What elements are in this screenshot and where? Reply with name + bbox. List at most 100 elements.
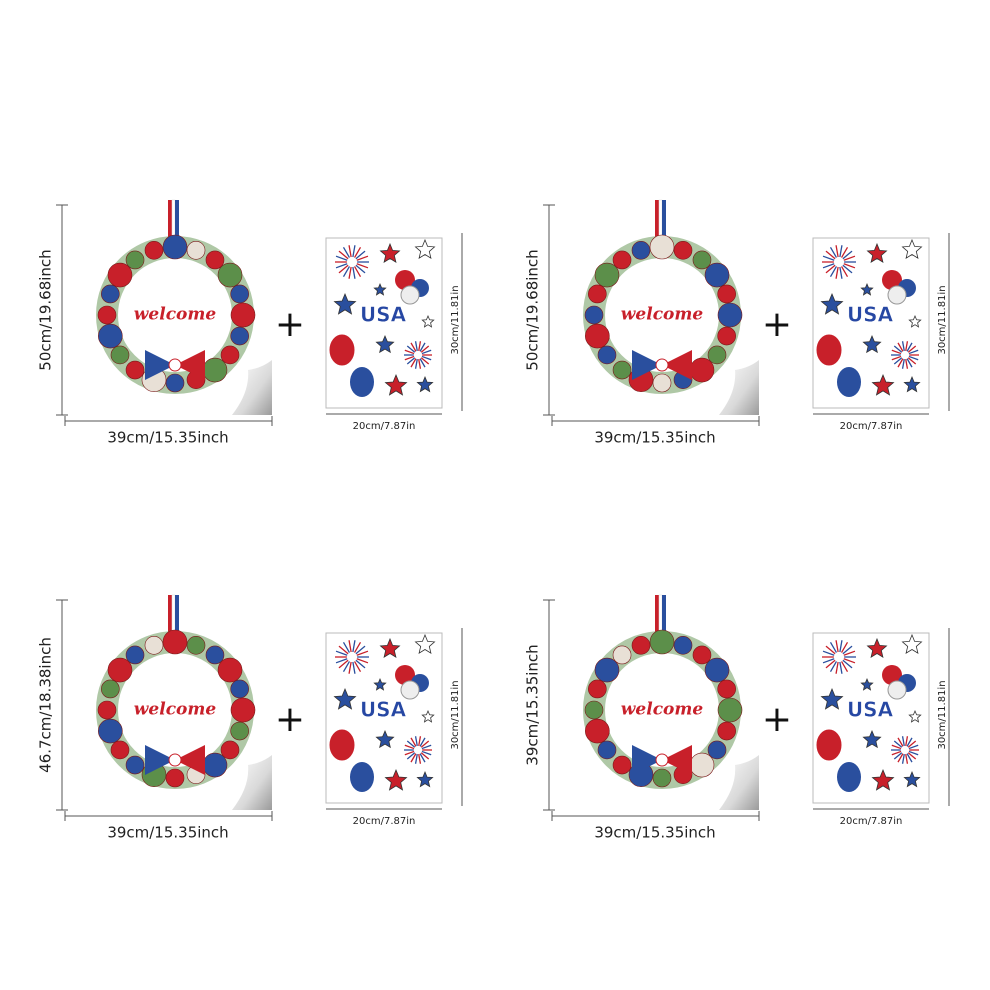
wreath-flower	[717, 697, 743, 723]
star	[421, 314, 435, 328]
balloon	[887, 285, 907, 305]
firework-ray	[842, 659, 853, 669]
wreath-flower	[101, 284, 120, 304]
page-curl	[232, 755, 272, 810]
wreath-flower	[125, 645, 145, 665]
ribbon	[662, 200, 666, 245]
star	[871, 373, 895, 396]
wreath-flower	[162, 629, 188, 655]
sheet-usa: USA	[847, 303, 894, 327]
firework-ray	[829, 641, 838, 653]
balloon	[837, 367, 861, 397]
product-panel: 39cm/15.35inch 39cm/15.35inch welcome + USA 3…	[524, 594, 950, 842]
firework-ray	[897, 753, 904, 763]
wreath-flower	[97, 700, 117, 720]
wreath-flower	[230, 721, 249, 741]
firework-ray	[839, 245, 843, 258]
firework-ray	[421, 355, 432, 361]
firework-ray	[418, 736, 422, 746]
bow-knot	[655, 358, 669, 372]
firework-ray	[419, 358, 426, 368]
star	[820, 687, 844, 710]
sheet-width-label: 20cm/7.87in	[353, 421, 416, 432]
wreath-flower	[717, 679, 736, 699]
wreath-flower	[202, 357, 228, 383]
wreath-flower	[594, 657, 620, 683]
wreath-flower	[689, 357, 715, 383]
sheet-height-label: 30cm/11.81in	[450, 285, 461, 354]
firework-ray	[355, 264, 366, 274]
firework-ray	[404, 744, 415, 750]
firework-ray	[825, 264, 836, 274]
wreath-flower	[110, 345, 130, 365]
wreath-welcome: welcome	[134, 700, 217, 720]
firework-ray	[421, 744, 432, 750]
star	[901, 633, 923, 654]
ribbon	[175, 595, 179, 640]
firework-ray	[907, 752, 917, 760]
firework-ray	[356, 263, 369, 269]
firework-ray	[342, 266, 351, 278]
balloon	[400, 285, 420, 305]
star	[903, 375, 921, 393]
star	[901, 238, 923, 259]
bow	[662, 745, 692, 775]
balloon	[395, 665, 415, 685]
star	[908, 314, 922, 328]
wreath-flower	[230, 697, 256, 723]
height-label: 50cm/19.68inch	[524, 249, 542, 370]
firework-ray	[825, 659, 836, 669]
firework-ray	[353, 641, 362, 653]
firework-ray	[414, 736, 418, 746]
firework-ray	[829, 246, 838, 258]
firework-ray	[353, 246, 362, 258]
wreath-flower	[101, 679, 120, 699]
firework-ray	[338, 659, 349, 669]
wreath-flower	[230, 326, 249, 346]
width-label: 39cm/15.35inch	[594, 824, 715, 842]
balloon	[815, 333, 843, 367]
firework-ray	[352, 266, 356, 279]
wreath-flower	[717, 721, 736, 741]
wreath-flower	[230, 284, 249, 304]
firework-ray	[335, 255, 348, 261]
wreath-flower	[707, 345, 727, 365]
bow	[632, 745, 662, 775]
firework-ray	[348, 266, 352, 279]
firework-ray	[839, 266, 843, 279]
wreath-flower	[205, 645, 225, 665]
height-label: 50cm/19.68inch	[37, 249, 55, 370]
star	[866, 242, 888, 263]
firework-ray	[414, 359, 418, 369]
star	[379, 637, 401, 658]
firework-ray	[835, 661, 839, 674]
firework-ray	[840, 246, 849, 258]
plus-sign: +	[275, 304, 305, 345]
product-panel: 50cm/19.68inch 39cm/15.35inch welcome + USA 3…	[37, 199, 463, 447]
ribbon	[655, 595, 659, 640]
firework-ray	[355, 659, 366, 669]
plus-sign: +	[762, 699, 792, 740]
bow	[175, 350, 205, 380]
wreath-flower	[673, 636, 693, 655]
star	[333, 292, 357, 315]
firework-ray	[410, 358, 417, 368]
firework-ray	[404, 750, 415, 756]
firework-ray	[906, 753, 913, 763]
firework-ray	[835, 266, 839, 279]
wreath-flower	[202, 752, 228, 778]
firework-ray	[908, 355, 919, 361]
plus-sign: +	[275, 699, 305, 740]
wreath-flower	[162, 234, 188, 260]
wreath-flower	[594, 262, 620, 288]
firework-ray	[843, 650, 856, 656]
firework-ray	[421, 349, 432, 355]
sheet-height-label: 30cm/11.81in	[937, 680, 948, 749]
wreath-flower	[220, 345, 240, 365]
star	[862, 334, 882, 354]
firework-ray	[825, 645, 836, 655]
sticker-sheet	[812, 237, 930, 409]
firework-ray	[839, 661, 843, 674]
product-panel: 50cm/19.68inch 39cm/15.35inch welcome + USA 3…	[524, 199, 950, 447]
firework-ray	[897, 342, 904, 352]
